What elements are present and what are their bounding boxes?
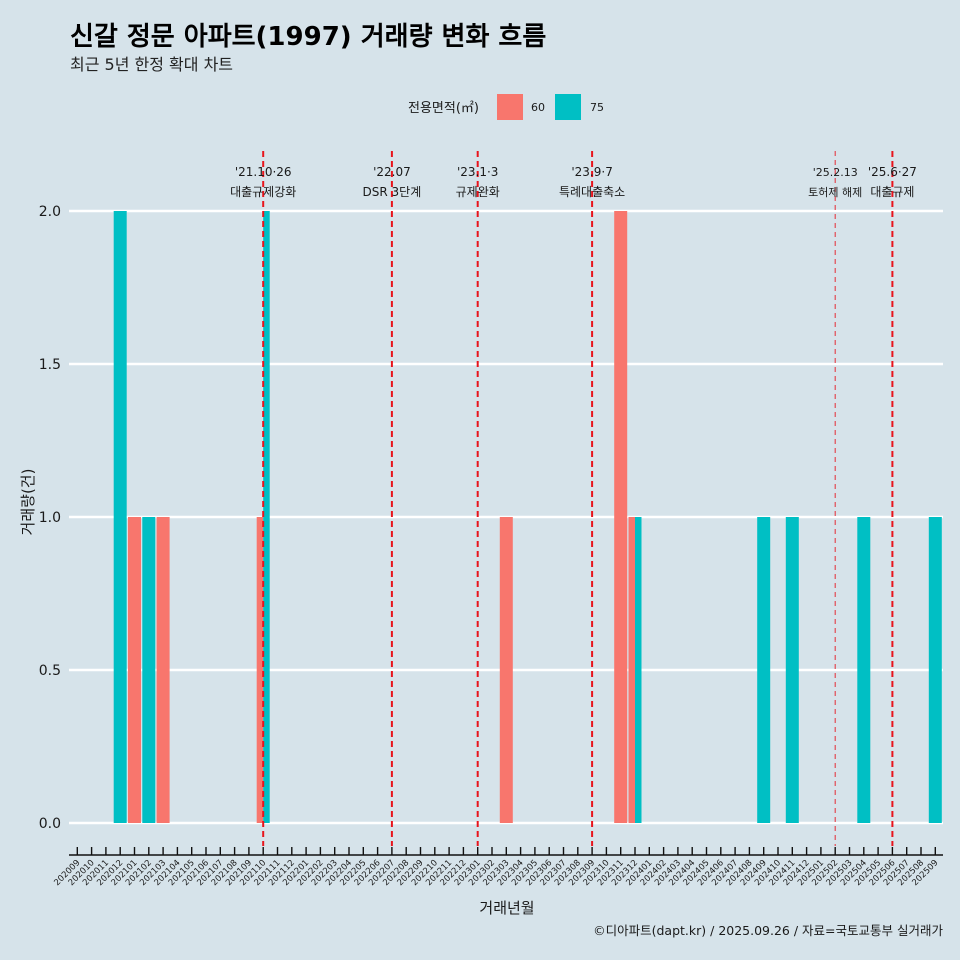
event-annotations: '21.10·26 대출규제강화 '22.07 DSR 3단계 '23.1·3 규제완화 '… — [230, 151, 917, 846]
event-text: DSR 3단계 — [363, 185, 422, 199]
y-tick-label: 1.5 — [39, 357, 61, 373]
bar-60-202311 — [614, 211, 628, 823]
y-tick-label: 0.5 — [39, 663, 61, 679]
x-axis: 2020092020102020112020122021012021022021… — [52, 847, 943, 888]
event-text: 규제완화 — [456, 185, 500, 199]
bar-60-202101 — [128, 517, 141, 823]
bars — [113, 211, 942, 823]
caption: ©디아파트(dapt.kr) / 2025.09.26 / 자료=국토교통부 실… — [593, 923, 943, 938]
event-date: '23.9·7 — [571, 165, 612, 179]
y-tick-label: 2.0 — [39, 204, 61, 220]
event-text: 대출규제강화 — [230, 185, 296, 199]
bar-75-202504 — [857, 517, 871, 823]
event-text: 대출규제 — [870, 185, 914, 199]
legend-label-75: 75 — [590, 101, 604, 114]
event-text: 특례대출축소 — [559, 185, 625, 199]
bar-75-202509 — [928, 517, 942, 823]
legend-key-60 — [497, 94, 523, 120]
bar-75-202110 — [263, 211, 270, 823]
legend-title: 전용면적(㎡) — [408, 101, 479, 116]
y-axis-title: 거래량(건) — [19, 469, 37, 536]
legend-key-75 — [555, 94, 581, 120]
bar-75-202012 — [113, 211, 127, 823]
chart-subtitle: 최근 5년 한정 확대 차트 — [70, 55, 233, 74]
y-axis-ticks: 0.0 0.5 1.0 1.5 2.0 — [39, 204, 61, 832]
bar-75-202312 — [635, 517, 642, 823]
bar-75-202409 — [757, 517, 771, 823]
event-date: '25.2.13 — [813, 166, 858, 179]
bar-60-202103 — [156, 517, 170, 823]
event-date: '23.1·3 — [457, 165, 498, 179]
event-date: '25.6·27 — [868, 165, 917, 179]
x-axis-title: 거래년월 — [479, 899, 534, 917]
bar-60-202312 — [628, 517, 635, 823]
event-date: '21.10·26 — [235, 165, 292, 179]
bar-60-202110 — [256, 517, 264, 823]
chart-title: 신갈 정문 아파트(1997) 거래량 변화 흐름 — [70, 22, 546, 52]
bar-75-202411 — [785, 517, 799, 823]
y-tick-label: 0.0 — [39, 816, 61, 832]
bar-75-202102 — [142, 517, 156, 823]
legend: 전용면적(㎡) 60 75 — [408, 94, 604, 120]
event-date: '22.07 — [373, 165, 411, 179]
bar-60-202303 — [499, 517, 513, 823]
event-text: 토허제 해제 — [808, 185, 862, 199]
y-tick-label: 1.0 — [39, 510, 61, 526]
legend-label-60: 60 — [531, 101, 545, 114]
